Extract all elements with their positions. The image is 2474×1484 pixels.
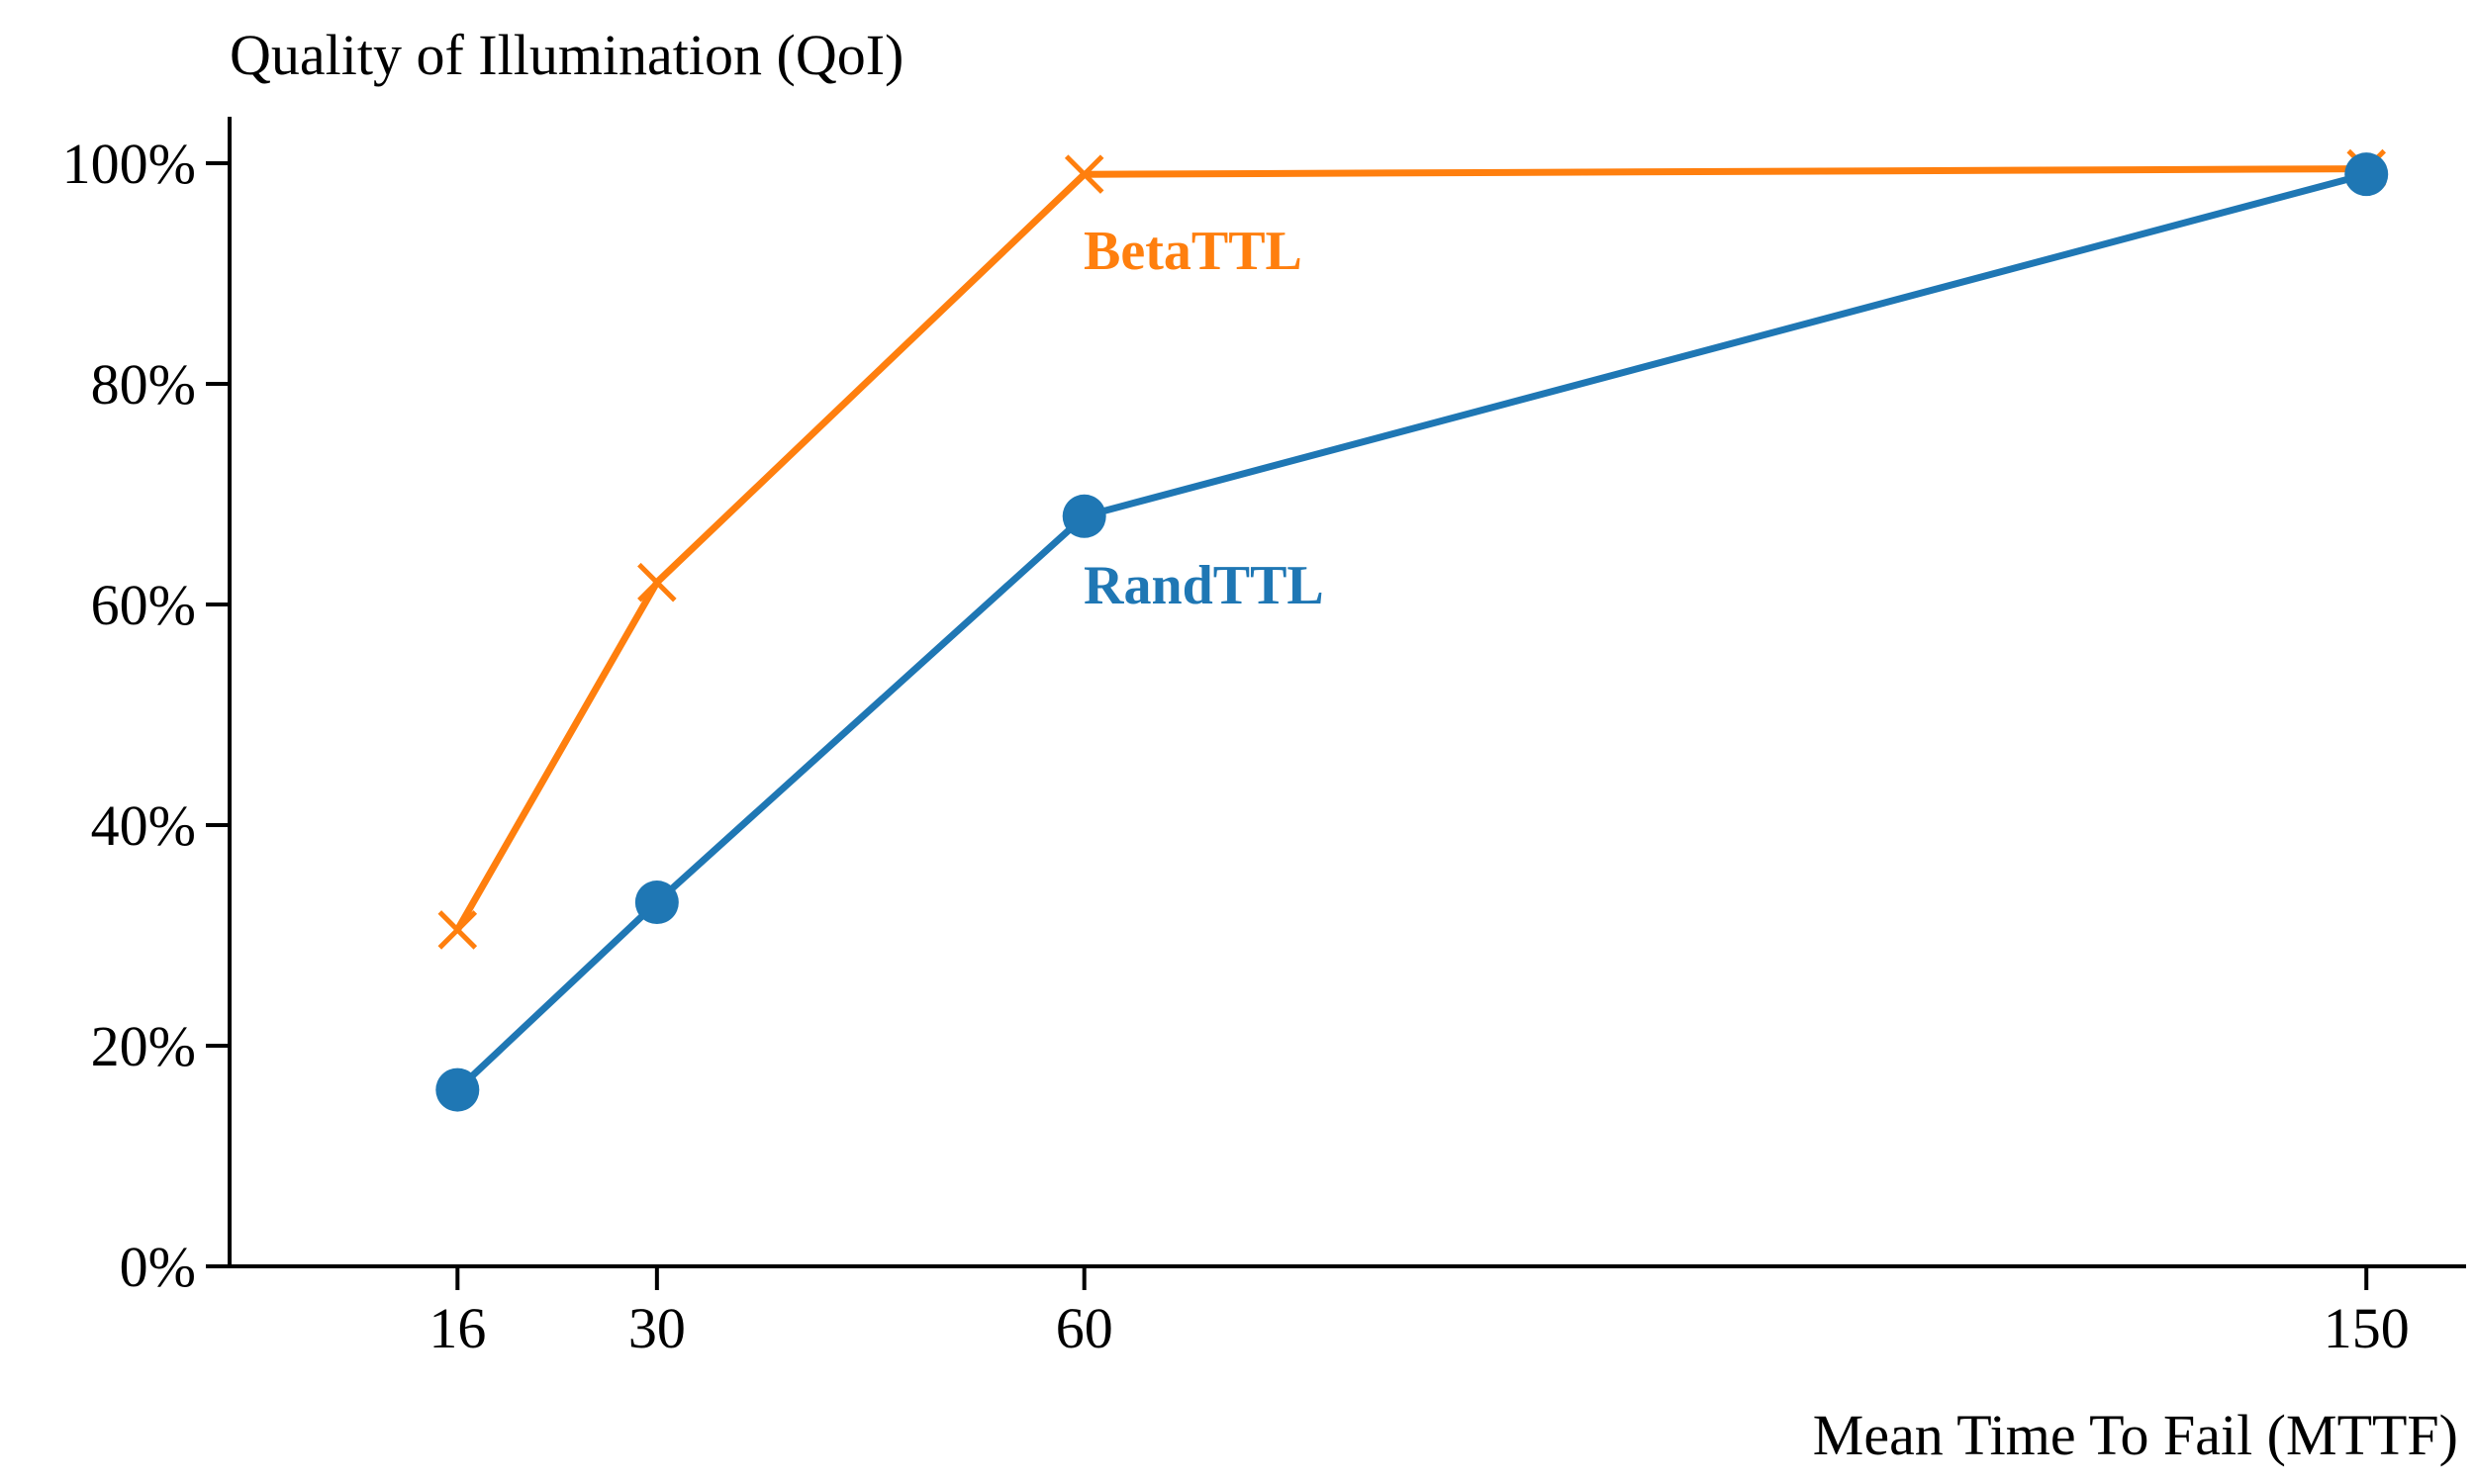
x-tick-label: 16 [428,1296,486,1360]
data-point-betattl [1064,154,1104,194]
y-tick-label: 0% [120,1235,196,1299]
data-point-randttl [634,881,679,925]
x-axis-title: Mean Time To Fail (MTTF) [1813,1403,2458,1467]
data-point-betattl [637,562,677,603]
series-layer [435,148,2389,1112]
x-tick-label: 60 [1056,1296,1113,1360]
y-tick-label: 40% [91,793,196,858]
y-axis-ticks: 0% 20% 40% 60% 80% 100% [62,132,230,1299]
series-label-betattl: BetaTTL [1084,221,1302,282]
x-tick-label: 30 [628,1296,686,1360]
x-axis-ticks: 16 30 60 150 [428,1266,2410,1360]
series-label-randttl: RandTTL [1084,555,1324,616]
series-line-randttl [454,170,2368,1093]
data-point-randttl [435,1067,480,1112]
series-line-betattl [454,165,2367,932]
data-point-randttl [1062,494,1106,538]
chart-title: Quality of Illumination (QoI) [230,23,904,87]
y-tick-label: 20% [91,1014,196,1078]
y-tick-label: 60% [91,573,196,637]
y-tick-label: 80% [91,352,196,417]
x-tick-label: 150 [2324,1296,2410,1360]
data-point-randttl [2344,152,2389,197]
data-point-betattl [437,910,478,950]
y-tick-label: 100% [62,132,196,196]
